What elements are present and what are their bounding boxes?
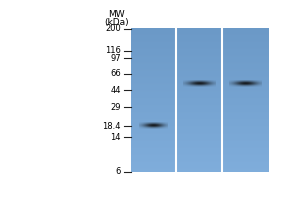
Text: 18.4: 18.4 bbox=[102, 122, 121, 131]
Text: 44: 44 bbox=[110, 86, 121, 95]
Text: 14: 14 bbox=[110, 133, 121, 142]
Text: (kDa): (kDa) bbox=[104, 18, 129, 27]
Text: MW: MW bbox=[108, 10, 125, 19]
Text: 6: 6 bbox=[116, 167, 121, 176]
Text: 97: 97 bbox=[110, 54, 121, 63]
Text: 116: 116 bbox=[105, 46, 121, 55]
Text: 66: 66 bbox=[110, 69, 121, 78]
Text: 29: 29 bbox=[110, 103, 121, 112]
Text: 200: 200 bbox=[105, 24, 121, 33]
